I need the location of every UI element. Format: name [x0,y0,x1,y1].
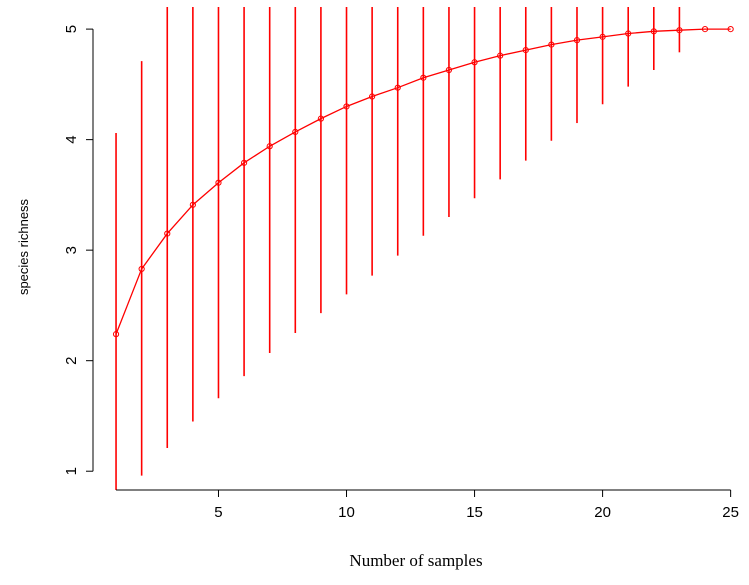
x-axis-ticks: 5 10 15 20 25 [214,490,739,521]
series-line [115,28,731,335]
y-tick-label: 5 [63,25,80,33]
data-point [650,28,657,35]
y-tick-label: 3 [63,246,80,254]
data-point [394,84,401,91]
data-point [625,30,632,37]
y-axis-ticks: 1 2 3 4 5 [63,25,93,475]
data-points [112,26,734,338]
data-point [497,52,504,59]
y-tick-label: 1 [63,467,80,475]
data-point [369,93,376,100]
data-point [112,331,120,338]
x-tick-label: 15 [466,504,483,521]
axes [92,29,731,491]
data-point [240,159,248,166]
data-point [548,41,555,48]
data-point [676,27,683,34]
data-point [189,201,196,208]
x-tick-label: 25 [722,504,739,521]
y-tick-label: 2 [63,357,80,365]
data-point [599,33,606,40]
x-tick-label: 5 [214,504,222,521]
data-point [522,47,529,54]
data-point [727,26,734,33]
data-point [573,37,581,44]
error-bars [115,7,681,490]
data-point [701,26,709,33]
x-tick-label: 10 [338,504,355,521]
y-axis-label: species richness [16,198,31,295]
data-point [471,59,478,66]
y-tick-label: 4 [63,135,80,143]
series-line-layer [115,28,731,335]
data-point [266,143,273,150]
data-point [164,230,171,237]
data-point [420,74,427,81]
x-tick-label: 20 [594,504,611,521]
x-axis-label: Number of samples [349,551,482,570]
data-point [317,115,325,122]
data-point [292,128,299,135]
data-point [215,179,222,186]
data-point [343,103,350,110]
data-point [138,265,145,273]
data-point [445,66,453,74]
